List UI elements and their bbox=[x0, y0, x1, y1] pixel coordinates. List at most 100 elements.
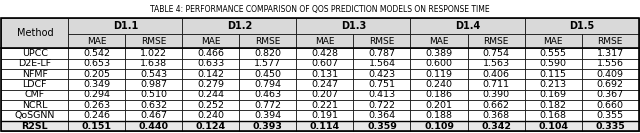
Text: 0.335: 0.335 bbox=[595, 122, 625, 130]
Bar bbox=[410, 59, 467, 69]
Text: 0.692: 0.692 bbox=[596, 80, 623, 89]
Bar bbox=[410, 69, 467, 79]
Bar bbox=[239, 90, 296, 100]
Text: 0.463: 0.463 bbox=[254, 90, 282, 99]
Text: 0.207: 0.207 bbox=[312, 90, 339, 99]
Bar bbox=[353, 110, 410, 121]
Bar bbox=[125, 110, 182, 121]
Bar bbox=[182, 48, 239, 59]
Bar bbox=[1, 18, 639, 131]
Text: 0.600: 0.600 bbox=[426, 59, 452, 68]
Text: D1.1: D1.1 bbox=[113, 21, 138, 31]
Bar bbox=[525, 18, 639, 34]
Text: 1.638: 1.638 bbox=[140, 59, 168, 68]
Text: 1.577: 1.577 bbox=[255, 59, 282, 68]
Bar bbox=[1, 59, 68, 69]
Bar bbox=[582, 79, 639, 90]
Text: 0.633: 0.633 bbox=[197, 59, 225, 68]
Bar bbox=[467, 121, 525, 131]
Bar bbox=[525, 110, 582, 121]
Bar bbox=[525, 100, 582, 110]
Text: 1.564: 1.564 bbox=[369, 59, 396, 68]
Bar bbox=[410, 110, 467, 121]
Text: 0.240: 0.240 bbox=[197, 111, 225, 120]
Bar bbox=[125, 69, 182, 79]
Text: 0.252: 0.252 bbox=[197, 101, 225, 110]
Bar bbox=[296, 18, 410, 34]
Text: 0.632: 0.632 bbox=[140, 101, 168, 110]
Text: 1.317: 1.317 bbox=[596, 49, 623, 58]
Bar bbox=[525, 90, 582, 100]
Text: 0.119: 0.119 bbox=[426, 70, 452, 79]
Bar bbox=[467, 69, 525, 79]
Text: 0.191: 0.191 bbox=[312, 111, 339, 120]
Bar bbox=[182, 34, 239, 48]
Text: 0.409: 0.409 bbox=[596, 70, 623, 79]
Bar bbox=[296, 121, 353, 131]
Bar bbox=[1, 100, 68, 110]
Bar bbox=[125, 100, 182, 110]
Bar bbox=[353, 48, 410, 59]
Text: 0.240: 0.240 bbox=[426, 80, 452, 89]
Text: MAE: MAE bbox=[543, 37, 563, 46]
Text: RMSE: RMSE bbox=[141, 37, 166, 46]
Text: 0.186: 0.186 bbox=[426, 90, 452, 99]
Text: 0.794: 0.794 bbox=[255, 80, 282, 89]
Bar bbox=[353, 121, 410, 131]
Bar bbox=[68, 48, 125, 59]
Bar bbox=[410, 34, 467, 48]
Bar bbox=[68, 69, 125, 79]
Bar bbox=[410, 121, 467, 131]
Text: 0.466: 0.466 bbox=[197, 49, 225, 58]
Bar bbox=[582, 34, 639, 48]
Bar bbox=[239, 79, 296, 90]
Text: RMSE: RMSE bbox=[369, 37, 395, 46]
Bar bbox=[239, 48, 296, 59]
Bar bbox=[296, 90, 353, 100]
Bar bbox=[353, 79, 410, 90]
Bar bbox=[582, 90, 639, 100]
Text: D2E-LF: D2E-LF bbox=[19, 59, 51, 68]
Bar bbox=[410, 18, 525, 34]
Text: 0.115: 0.115 bbox=[540, 70, 566, 79]
Text: MAE: MAE bbox=[87, 37, 107, 46]
Bar bbox=[467, 79, 525, 90]
Text: 0.653: 0.653 bbox=[83, 59, 110, 68]
Text: 0.368: 0.368 bbox=[483, 111, 509, 120]
Text: 0.188: 0.188 bbox=[426, 111, 452, 120]
Bar bbox=[467, 90, 525, 100]
Bar bbox=[125, 90, 182, 100]
Text: 0.413: 0.413 bbox=[369, 90, 396, 99]
Bar bbox=[125, 34, 182, 48]
Bar bbox=[182, 59, 239, 69]
Bar bbox=[296, 69, 353, 79]
Bar bbox=[525, 69, 582, 79]
Bar bbox=[582, 59, 639, 69]
Text: 0.590: 0.590 bbox=[540, 59, 566, 68]
Text: MAE: MAE bbox=[315, 37, 335, 46]
Bar bbox=[525, 79, 582, 90]
Text: 0.247: 0.247 bbox=[312, 80, 339, 89]
Bar bbox=[1, 90, 68, 100]
Text: 0.772: 0.772 bbox=[255, 101, 282, 110]
Bar bbox=[68, 79, 125, 90]
Bar bbox=[296, 79, 353, 90]
Bar bbox=[525, 121, 582, 131]
Bar bbox=[353, 90, 410, 100]
Bar bbox=[68, 34, 125, 48]
Bar bbox=[353, 59, 410, 69]
Text: 0.109: 0.109 bbox=[424, 122, 454, 130]
Bar bbox=[525, 34, 582, 48]
Text: 0.660: 0.660 bbox=[596, 101, 623, 110]
Bar bbox=[239, 34, 296, 48]
Bar bbox=[182, 90, 239, 100]
Bar bbox=[410, 100, 467, 110]
Bar bbox=[1, 79, 68, 90]
Bar bbox=[410, 79, 467, 90]
Bar bbox=[582, 48, 639, 59]
Text: QoSGNN: QoSGNN bbox=[15, 111, 55, 120]
Text: 0.201: 0.201 bbox=[426, 101, 452, 110]
Bar bbox=[182, 100, 239, 110]
Bar bbox=[68, 121, 125, 131]
Bar bbox=[410, 90, 467, 100]
